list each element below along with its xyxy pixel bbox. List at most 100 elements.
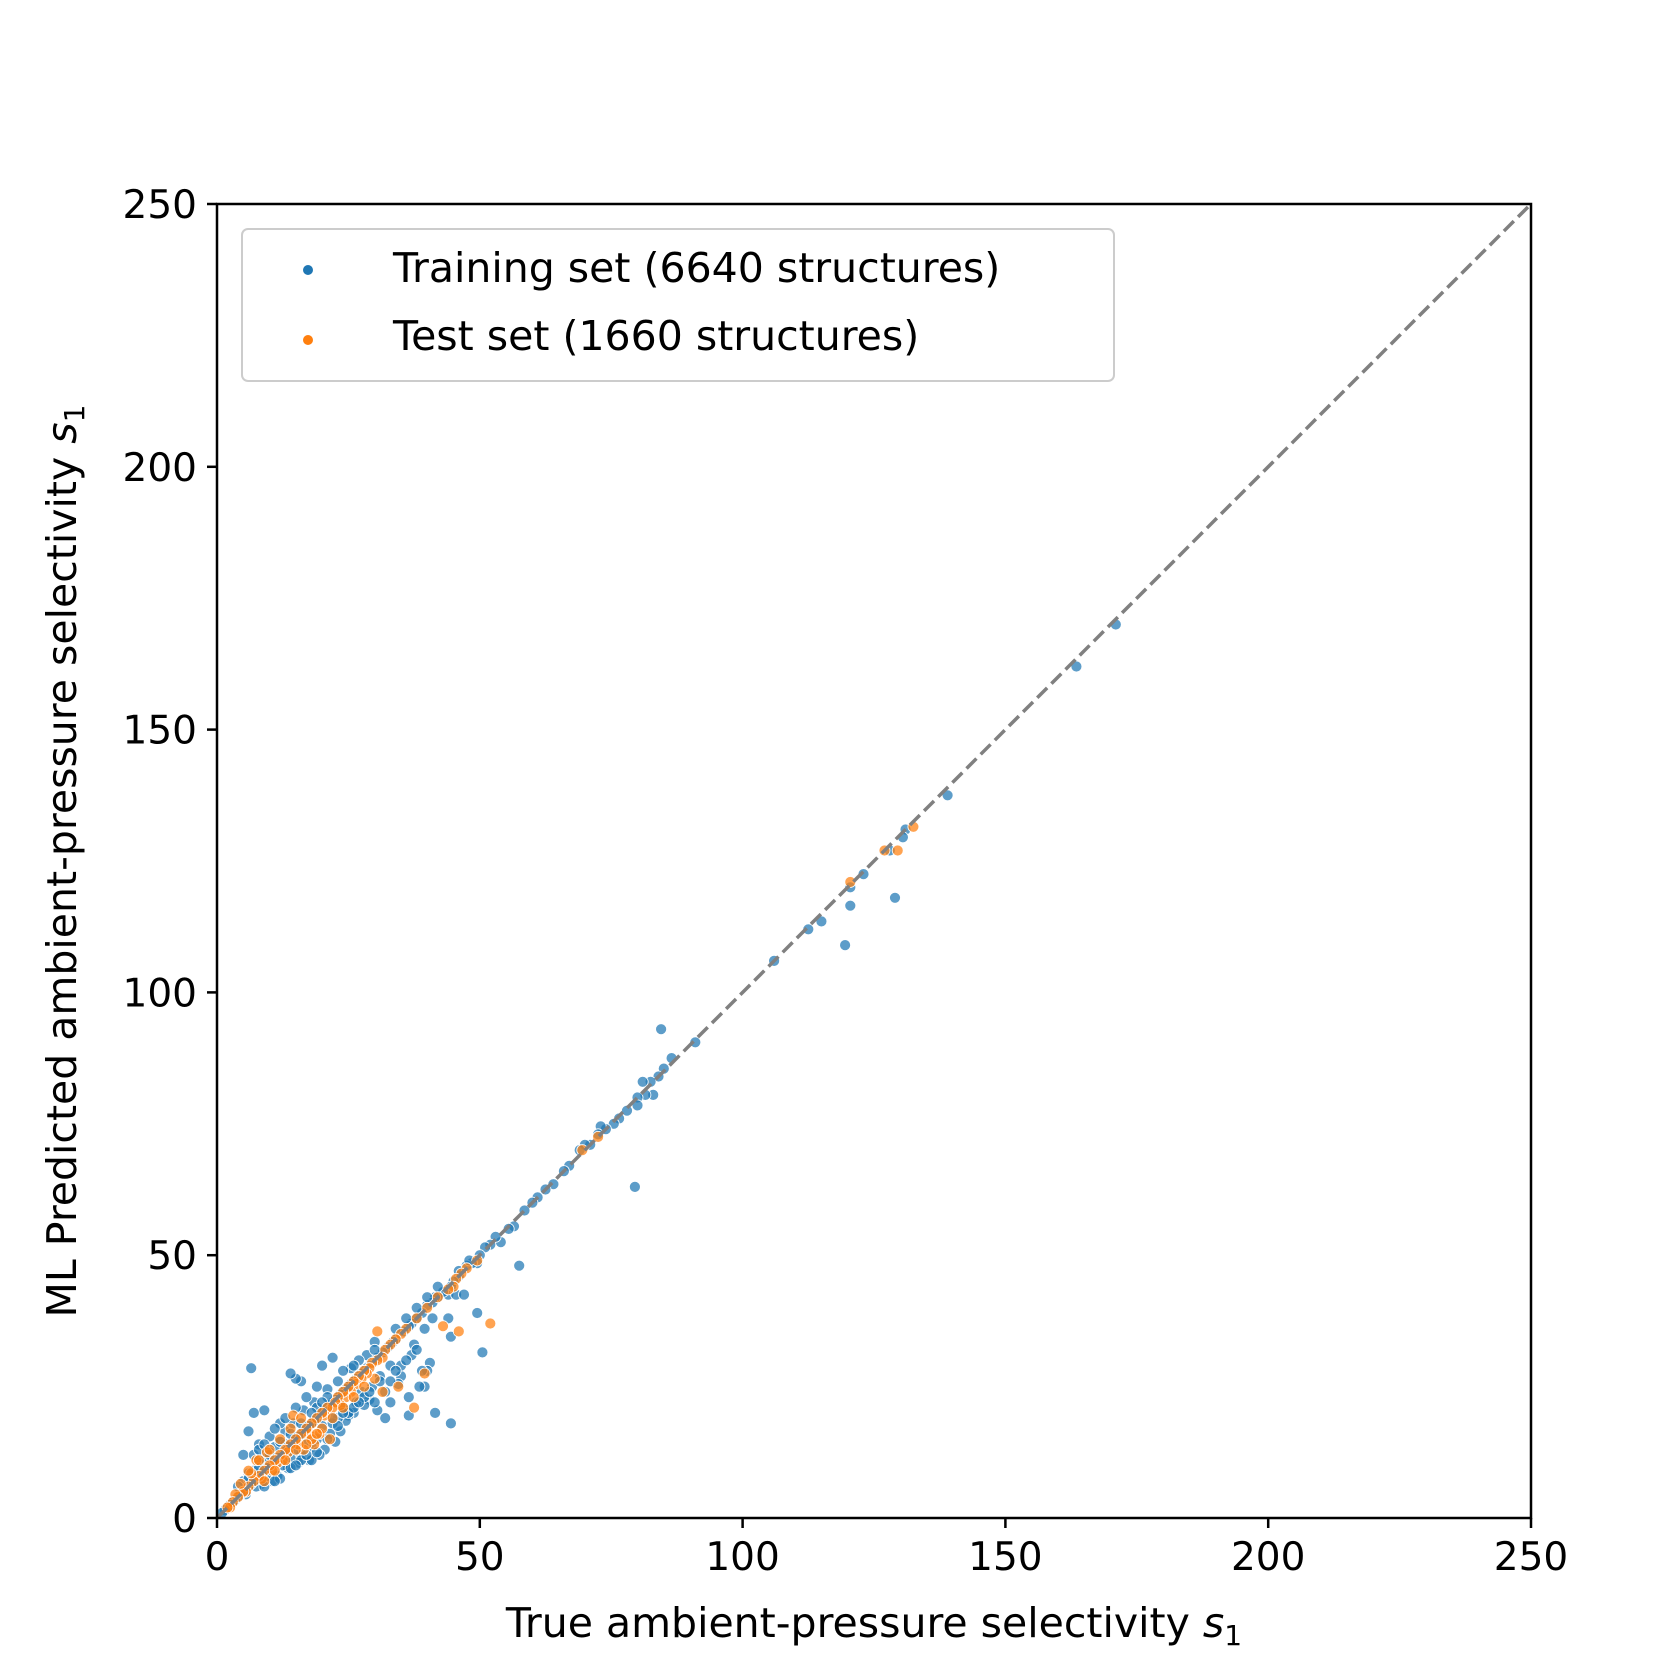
y-tick-label: 150 [123,709,197,754]
data-point [418,1367,431,1380]
y-tick-label: 250 [123,183,197,228]
legend-box [241,228,1115,382]
data-point [431,1280,444,1293]
data-point [802,923,815,936]
data-point [857,868,870,880]
x-tick-label: 100 [705,1535,779,1580]
data-point [636,1075,649,1088]
data-point [442,1283,455,1296]
data-point [376,1386,389,1398]
data-point [347,1359,360,1372]
data-point [316,1359,329,1372]
data-point [421,1291,434,1304]
data-point [326,1351,339,1364]
y-axis-label-subscript: 1 [58,405,91,423]
data-point [295,1412,308,1424]
data-point [253,1454,265,1467]
data-point [371,1325,384,1338]
data-point [268,1475,281,1488]
data-point [452,1325,465,1338]
data-point [310,1428,323,1440]
data-point [274,1433,287,1446]
y-axis-label-symbol: s [38,422,86,443]
y-tick-label: 50 [147,1234,197,1279]
data-point [426,1312,439,1325]
x-ticks: 0 50 100 150 200 250 [205,1518,1568,1580]
legend: Training set (6640 structures) Test set … [241,228,1115,382]
data-point [410,1301,423,1314]
data-point [310,1380,323,1393]
data-point [400,1312,413,1325]
data-point [258,1475,271,1488]
data-point [279,1454,292,1467]
data-point [284,1422,297,1435]
data-point [484,1317,497,1330]
x-axis-label: True ambient-pressure selectivity s1 [505,1599,1242,1652]
data-point [689,1036,702,1049]
x-tick-label: 250 [1494,1535,1568,1580]
data-point [389,1364,402,1377]
y-tick-label: 200 [123,446,197,491]
data-point [629,1181,641,1193]
data-point [429,1407,442,1419]
data-point [347,1391,360,1403]
data-point [368,1396,381,1409]
data-point [655,1023,667,1036]
data-point [839,939,851,951]
x-axis-label-subscript: 1 [1224,1619,1242,1652]
x-tick-label: 50 [455,1535,505,1580]
data-point [400,1354,413,1367]
data-point [891,844,904,857]
data-point [263,1443,276,1456]
data-point [392,1380,405,1393]
data-point [458,1288,470,1301]
data-point [844,899,857,912]
data-point [324,1433,336,1446]
data-point [242,1425,255,1438]
x-axis-label-text: True ambient-pressure selectivity [505,1599,1190,1647]
y-axis-label-text: ML Predicted ambient-pressure selectivit… [38,457,86,1318]
y-tick-label: 0 [172,1497,197,1542]
legend-label-test: Test set (1660 structures) [392,312,919,360]
data-point [300,1438,313,1451]
data-point [289,1459,302,1472]
x-tick-label: 0 [205,1535,230,1580]
data-point [408,1401,421,1414]
data-point [326,1412,339,1424]
data-point [268,1464,281,1477]
data-point [331,1375,344,1388]
data-point [242,1464,255,1477]
data-point [437,1320,449,1333]
y-axis-label: ML Predicted ambient-pressure selectivit… [38,405,91,1318]
data-point [258,1404,271,1417]
data-point [337,1364,350,1377]
data-point [513,1259,526,1272]
data-point [234,1477,247,1490]
data-point [621,1104,633,1117]
x-tick-label: 200 [1231,1535,1305,1580]
data-point [402,1391,415,1403]
data-point [471,1307,484,1319]
x-tick-label: 150 [968,1535,1042,1580]
legend-marker-training [302,264,314,276]
data-point [337,1401,350,1414]
data-point [444,1417,457,1430]
data-point [379,1412,392,1424]
y-tick-label: 100 [123,971,197,1016]
axes-frame [215,202,1533,1520]
data-point [476,1346,489,1359]
data-point [576,1144,589,1156]
data-point [418,1322,431,1335]
legend-label-training: Training set (6640 structures) [392,244,1000,292]
data-point [384,1396,397,1409]
data-point [284,1367,297,1380]
data-point [268,1422,281,1435]
data-point [245,1362,258,1375]
y-ticks: 0 50 100 150 200 250 [123,183,217,1542]
data-point [289,1443,302,1456]
legend-marker-test [302,334,314,346]
data-point [471,1254,484,1267]
data-point [247,1407,260,1419]
